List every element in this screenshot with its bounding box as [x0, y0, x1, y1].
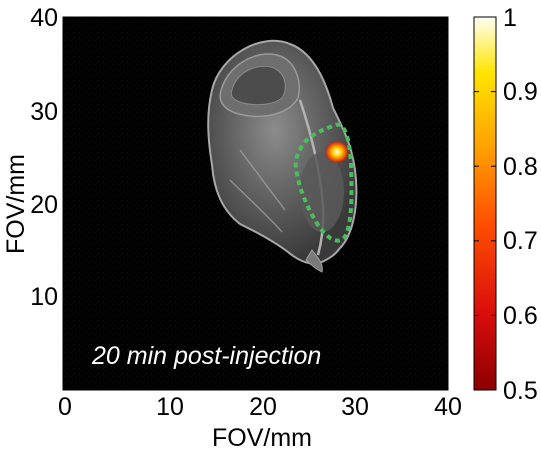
x-tick-label: 40	[434, 393, 462, 421]
leg-region	[305, 249, 323, 273]
tumor-tissue	[300, 152, 344, 232]
y-tick-label: 20	[30, 191, 58, 219]
tissue-fold	[229, 149, 286, 233]
y-tick-label: 30	[30, 98, 58, 126]
colorbar-tick-label: 0.5	[503, 377, 538, 405]
x-tick-label: 30	[341, 393, 369, 421]
x-tick-label: 20	[249, 393, 277, 421]
image-panel: 20 min post-injection	[62, 16, 449, 391]
timepoint-annotation: 20 min post-injection	[91, 342, 321, 370]
mouse-mri-slice	[207, 39, 358, 273]
colorbar-ticks	[474, 91, 496, 316]
colorbar-tick-label: 1	[503, 4, 517, 32]
y-tick-label: 40	[30, 4, 58, 32]
x-tick-label: 0	[58, 393, 72, 421]
y-axis-title: FOV/mm	[2, 154, 30, 254]
colorbar-tick-label: 0.8	[503, 153, 538, 181]
colorbar: 1 0.9 0.8 0.7 0.6 0.5	[473, 4, 538, 405]
image-frame	[62, 16, 449, 391]
colorbar-tick-label: 0.7	[503, 227, 538, 255]
x-axis: 0 10 20 30 40 FOV/mm	[58, 393, 462, 452]
x-tick-label: 10	[156, 393, 184, 421]
colorbar-tick-label: 0.9	[503, 78, 538, 106]
y-axis: 40 30 20 10 FOV/mm	[2, 4, 58, 311]
brain-region	[230, 65, 286, 106]
colorbar-tick-label: 0.6	[503, 302, 538, 330]
signal-hotspot	[324, 140, 350, 164]
tumor-roi-outline	[293, 122, 354, 243]
x-axis-title: FOV/mm	[212, 424, 312, 452]
y-tick-label: 10	[30, 283, 58, 311]
colorbar-gradient	[473, 16, 497, 391]
